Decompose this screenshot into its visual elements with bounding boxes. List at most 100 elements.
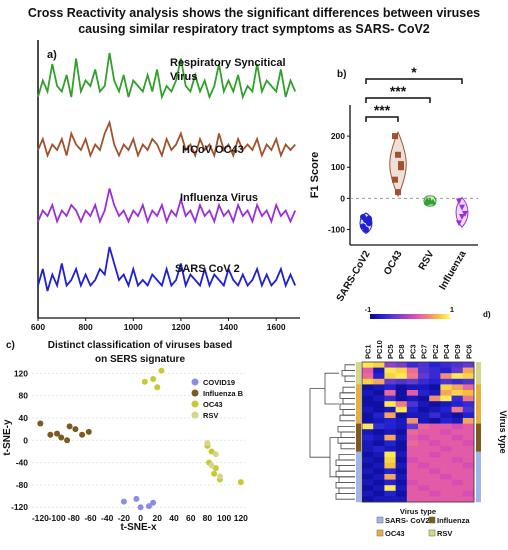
significance-label: * — [411, 64, 417, 80]
heatmap-cell — [362, 384, 374, 391]
heatmap-right-annotation — [476, 362, 481, 368]
heatmap-column-label: PC1 — [364, 344, 373, 359]
heatmap-cell — [406, 434, 419, 441]
heatmap-cell — [429, 485, 441, 492]
heatmap-cell — [429, 423, 441, 430]
heatmap-cell — [395, 412, 408, 419]
heatmap-cell — [418, 446, 430, 452]
heatmap-cell — [373, 378, 385, 385]
heatmap-legend-swatch — [428, 516, 436, 524]
heatmap-cell — [362, 479, 374, 486]
violin-y-tick-label: 0 — [340, 193, 345, 203]
heatmap-right-annotation — [476, 457, 481, 464]
tsne-point-rsv — [216, 473, 223, 480]
heatmap-cell — [429, 434, 441, 441]
heatmap-cell — [451, 390, 464, 396]
heatmap-cell — [406, 479, 419, 486]
heatmap-cell — [395, 485, 408, 492]
heatmap-cell — [462, 390, 475, 396]
heatmap-cell — [395, 440, 408, 447]
heatmap-column-label: PC2 — [431, 344, 440, 359]
tsne-y-tick-label: 120 — [14, 368, 28, 378]
heatmap-cell — [373, 440, 385, 447]
spectrum-label-3: Influenza Virus — [180, 192, 258, 204]
heatmap-cell — [395, 395, 408, 402]
tsne-x-tick-label: -100 — [49, 513, 66, 523]
heatmap-cell — [373, 384, 385, 391]
heatmap-right-annotation — [476, 490, 481, 497]
violin-point — [398, 164, 404, 171]
tsne-point-influenza-b — [66, 423, 73, 430]
heatmap-cell — [384, 395, 396, 402]
heatmap-cell — [362, 418, 374, 424]
violin-point — [456, 220, 462, 227]
spectra-x-tick-label: 1000 — [124, 322, 143, 332]
heatmap-left-annotation — [356, 418, 361, 424]
heatmap-cell — [362, 401, 374, 408]
heatmap-cell — [440, 440, 452, 447]
spectra-x-tick-label: 1200 — [171, 322, 190, 332]
dendrogram-branch — [338, 487, 355, 494]
heatmap-right-annotation — [476, 373, 481, 380]
heatmap-cell — [373, 451, 385, 458]
heatmap-cell — [462, 367, 475, 374]
heatmap-legend-swatch — [376, 516, 384, 524]
heatmap-cell — [395, 479, 408, 486]
heatmap-cell — [384, 401, 396, 408]
tsne-x-tick-label: 20 — [153, 513, 163, 523]
heatmap-cell — [406, 390, 419, 396]
heatmap-cell — [418, 373, 430, 380]
heatmap-cell — [429, 451, 441, 458]
heatmap-cell — [429, 418, 441, 424]
heatmap-cell — [429, 373, 441, 380]
heatmap-cell — [373, 462, 385, 469]
heatmap-cell — [418, 490, 430, 497]
heatmap-cell — [429, 406, 441, 413]
heatmap-cell — [418, 418, 430, 424]
violin-category-label: OC43 — [382, 249, 405, 278]
tsne-point-oc43 — [141, 378, 148, 385]
heatmap-cell — [373, 395, 385, 402]
heatmap-cell — [362, 373, 374, 380]
heatmap-right-annotation — [476, 401, 481, 408]
panel-c-tsne: c) Distinct classification of viruses bas… — [2, 340, 248, 533]
tsne-point-influenza-b — [54, 430, 61, 437]
heatmap-cell — [451, 373, 464, 380]
heatmap-cell — [384, 474, 396, 480]
heatmap-cell — [440, 395, 452, 402]
spectra-x-tick-label: 1400 — [219, 322, 238, 332]
dendrogram-branch — [339, 403, 355, 410]
heatmap-cell — [406, 412, 419, 419]
heatmap-cell — [429, 446, 441, 452]
tsne-x-tick-label: 60 — [186, 513, 196, 523]
heatmap-cell — [429, 440, 441, 447]
heatmap-cell — [440, 384, 452, 391]
heatmap-cell — [395, 373, 408, 380]
heatmap-cell — [429, 468, 441, 475]
heatmap-left-annotation — [356, 474, 361, 480]
heatmap-cell — [429, 479, 441, 486]
violin-point — [424, 199, 430, 206]
heatmap-cell — [440, 423, 452, 430]
heatmap-frame — [361, 361, 475, 503]
tsne-x-tick-label: 120 — [234, 513, 248, 523]
heatmap-cell — [418, 434, 430, 441]
heatmap-cell — [462, 412, 475, 419]
spectrum-line-1 — [37, 52, 297, 101]
heatmap-legend-label: SARS- CoV2 — [385, 516, 430, 525]
heatmap-legend-label: RSV — [437, 529, 452, 538]
heatmap-cell — [418, 362, 430, 368]
heatmap-cell — [384, 496, 396, 503]
heatmap-cell — [406, 429, 419, 436]
heatmap-cell — [395, 434, 408, 441]
violin-point — [395, 151, 401, 158]
heatmap-cell — [406, 362, 419, 368]
heatmap-left-annotation — [356, 446, 361, 452]
heatmap-cell — [418, 474, 430, 480]
heatmap-right-annotation — [476, 434, 481, 441]
heatmap-cell — [440, 373, 452, 380]
heatmap-right-annotation — [476, 423, 481, 430]
heatmap-cell — [395, 384, 408, 391]
heatmap-cell — [462, 479, 475, 486]
tsne-x-tick-label: -80 — [68, 513, 81, 523]
